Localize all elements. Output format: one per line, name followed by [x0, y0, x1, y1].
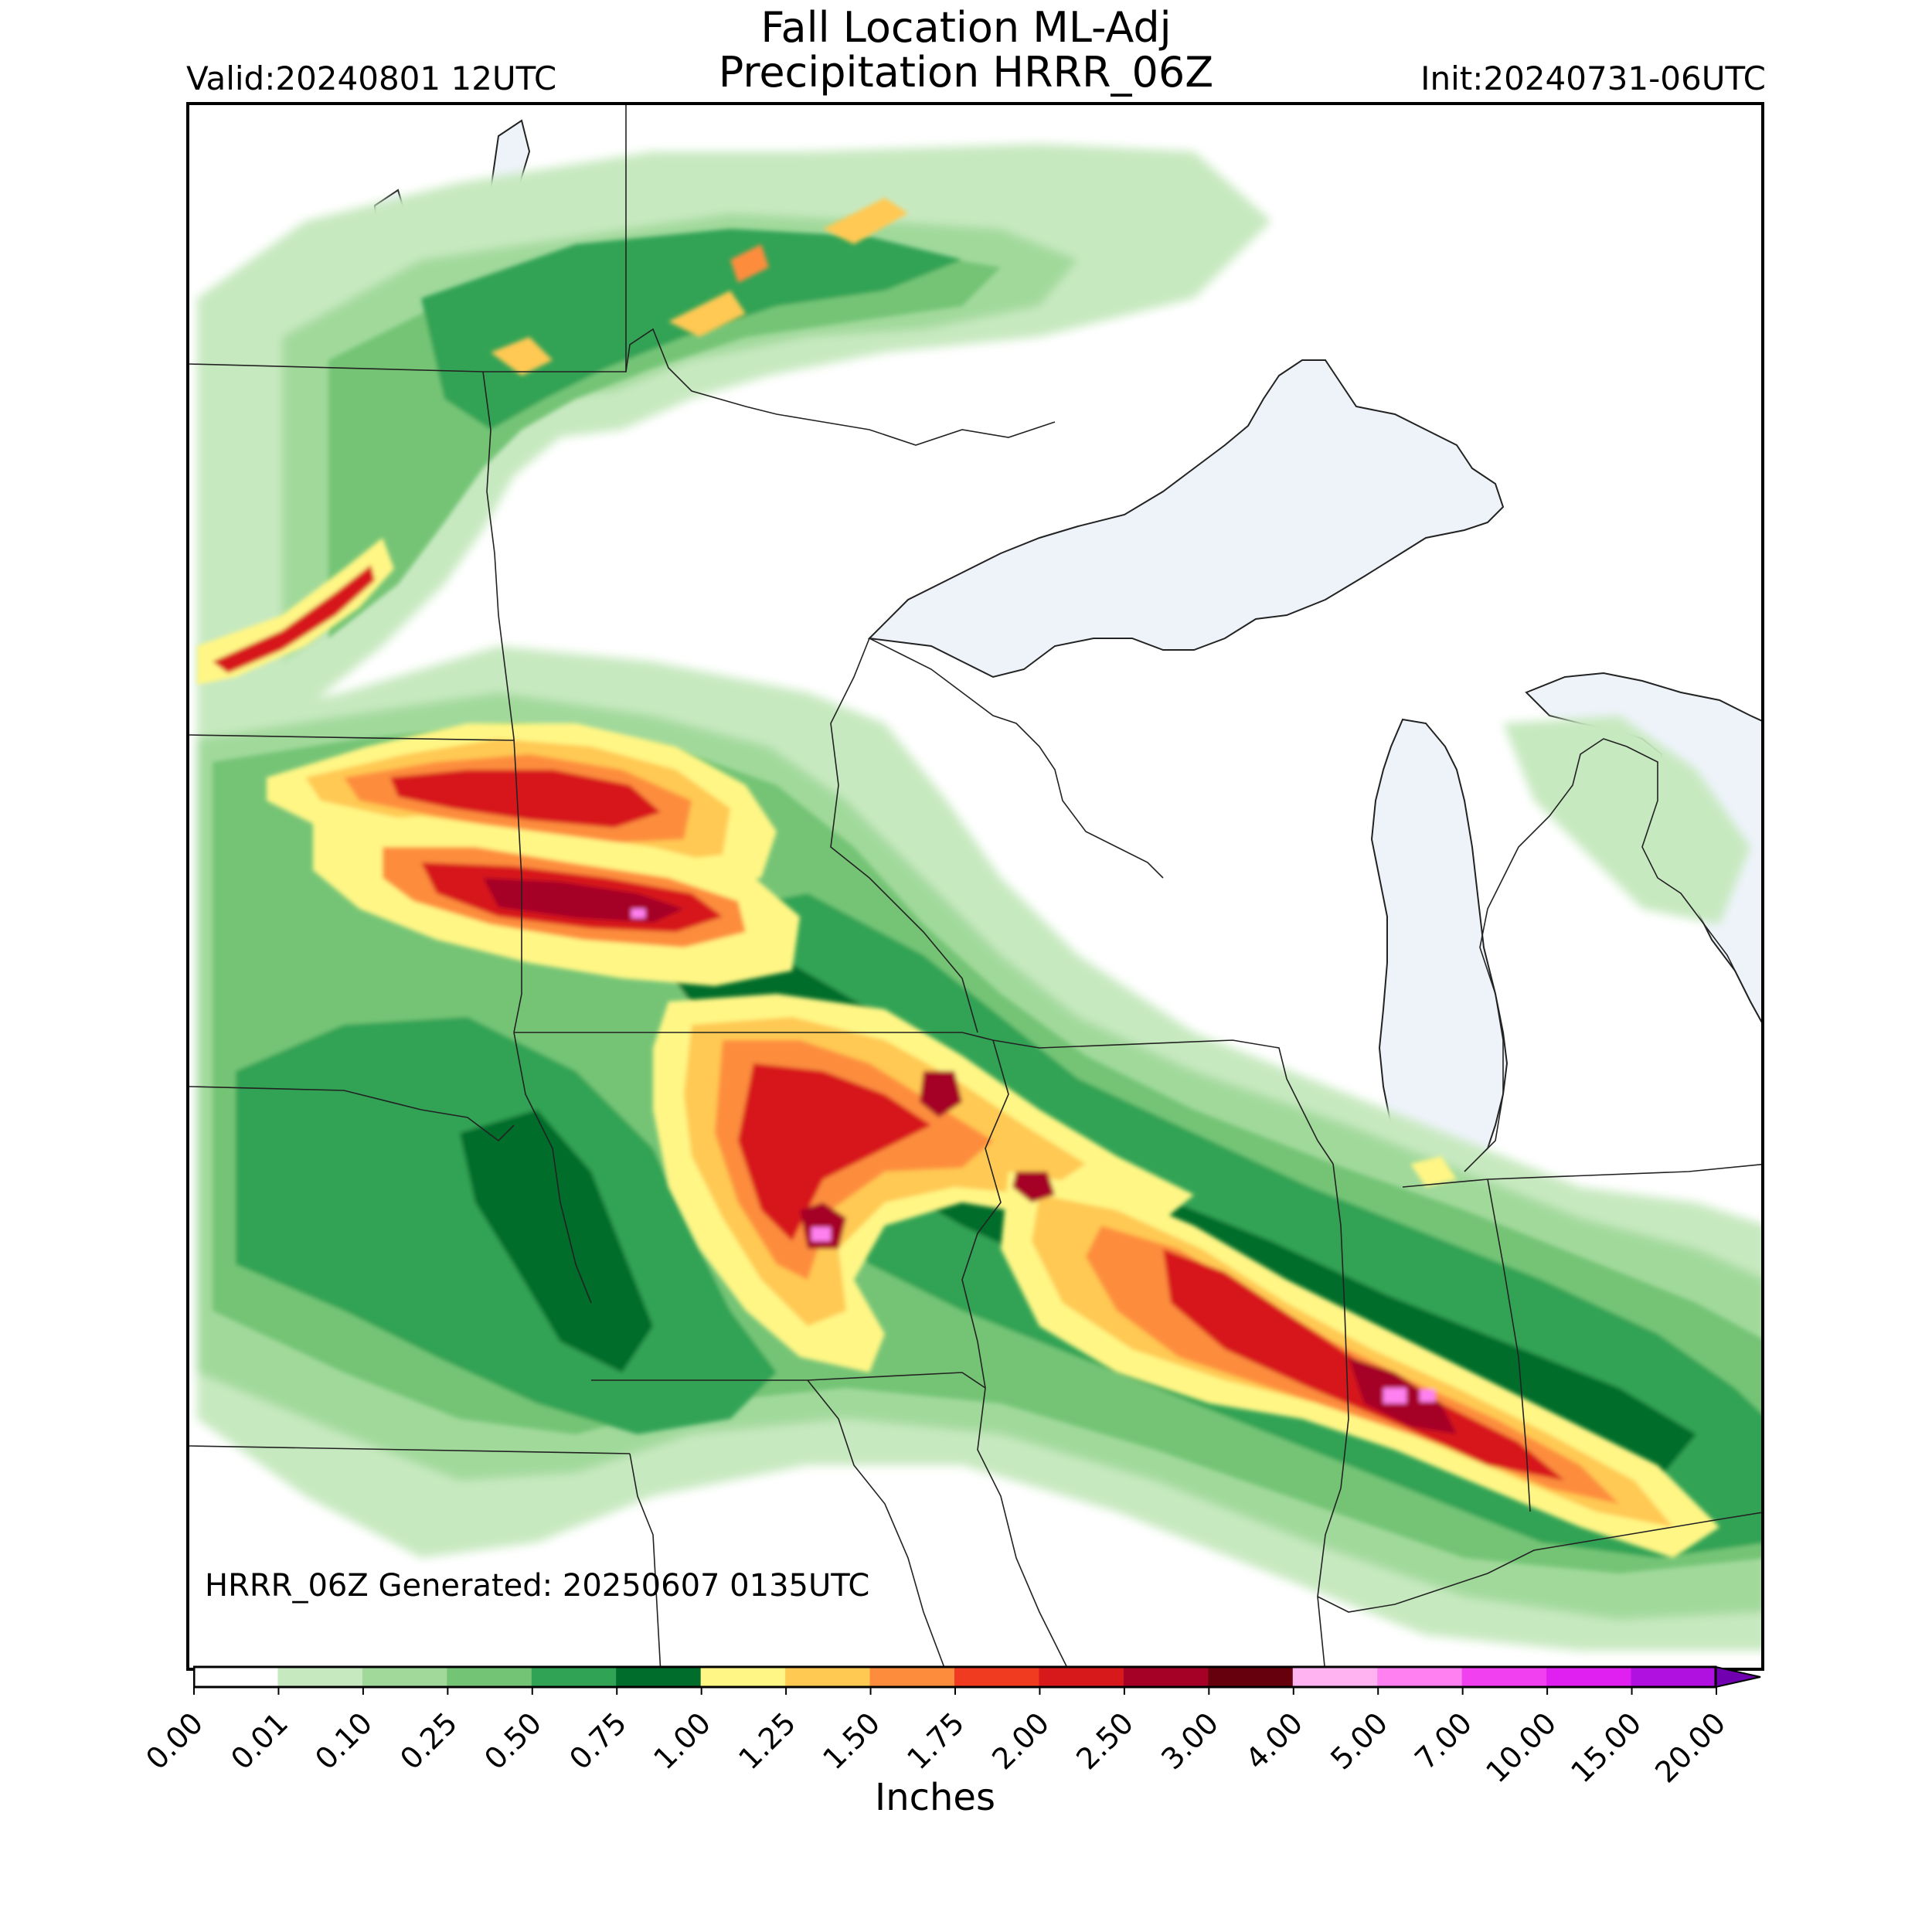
mo-ks-line [629, 1453, 662, 1668]
valid-time: Valid:20240801 12UTC [186, 60, 557, 97]
sd-ne-line [189, 1086, 515, 1142]
colorbar-tick-label: 0.50 [478, 1706, 549, 1777]
colorbar-tick-label: 2.50 [1070, 1706, 1141, 1777]
colorbar-segment [193, 1667, 278, 1687]
colorbar-segment [616, 1667, 702, 1687]
colorbar-segment [531, 1667, 617, 1687]
colorbar-segment [1123, 1667, 1209, 1687]
precipitation-map: HRRR_06Z Generated: 20250607 0135UTC [186, 102, 1764, 1671]
colorbar-tick-label: 1.00 [647, 1706, 718, 1777]
colorbar-segment [1631, 1667, 1716, 1687]
colorbar-tick-label: 1.25 [731, 1706, 802, 1777]
michigan-outline [1464, 738, 1761, 1172]
colorbar-segment [1208, 1667, 1294, 1687]
mn-ia-line [514, 1032, 994, 1041]
colorbar-tick-label: 10.00 [1479, 1706, 1563, 1790]
colorbar-tick-label: 15.00 [1564, 1706, 1648, 1790]
ia-mo-line [591, 1372, 986, 1389]
mn-wi-line [830, 638, 978, 1033]
colorbar-segment [1039, 1667, 1124, 1687]
title-line-2: Precipitation HRRR_06Z [718, 48, 1214, 97]
map-canvas [189, 105, 1761, 1668]
wi-mi-up-line [869, 638, 1164, 879]
colorbar-segment [785, 1667, 871, 1687]
mo-river [807, 1379, 945, 1668]
title-line-1: Fall Location ML-Adj [760, 3, 1172, 52]
colorbar-segment [447, 1667, 532, 1687]
sd-mn-line [513, 738, 522, 1033]
colorbar-segment [869, 1667, 955, 1687]
colorbar-segment [1377, 1667, 1463, 1687]
ia-il-river [961, 1039, 1068, 1668]
colorbar-tick-label: 1.75 [900, 1706, 971, 1777]
ohio-river [1317, 1512, 1761, 1613]
political-borders [189, 105, 1761, 1668]
us-canada-border [189, 328, 1056, 446]
colorbar-tick-label: 2.00 [985, 1706, 1056, 1777]
colorbar-label: Inches [875, 1776, 995, 1819]
colorbar-tick-label: 4.00 [1239, 1706, 1310, 1777]
colorbar-tick-label: 3.00 [1154, 1706, 1225, 1777]
in-oh-line [1487, 1179, 1531, 1512]
colorbar-tick-label: 0.00 [139, 1706, 210, 1777]
colorbar-segment [1292, 1667, 1378, 1687]
colorbar [193, 1665, 1761, 1695]
colorbar-tick-label: 5.00 [1323, 1706, 1394, 1777]
colorbar-segment [362, 1667, 447, 1687]
colorbar-tick-label: 0.75 [562, 1706, 633, 1777]
nd-sd-line [189, 734, 515, 741]
colorbar-segment [1546, 1667, 1632, 1687]
colorbar-segment [277, 1667, 363, 1687]
generated-note: HRRR_06Z Generated: 20250607 0135UTC [205, 1568, 870, 1604]
colorbar-segment [1461, 1667, 1547, 1687]
mi-in-line [1402, 1163, 1761, 1188]
wi-il-line [992, 1039, 1334, 1165]
lake-superior [867, 359, 1505, 679]
colorbar-tick-label: 0.01 [224, 1706, 295, 1777]
colorbar-tick-label: 7.00 [1408, 1706, 1479, 1777]
colorbar-tick-label: 0.25 [393, 1706, 464, 1777]
nd-mn-line [482, 371, 515, 740]
sd-ia-line [513, 1032, 592, 1304]
colorbar-tick-label: 20.00 [1648, 1706, 1733, 1790]
colorbar-segment [954, 1667, 1039, 1687]
il-in-line [1317, 1163, 1349, 1668]
colorbar-segment [700, 1667, 786, 1687]
colorbar-extend-arrow [1715, 1665, 1761, 1689]
colorbar-tick-label: 1.50 [816, 1706, 887, 1777]
init-time: Init:20240731-06UTC [1420, 60, 1766, 97]
colorbar-tick-label: 0.10 [308, 1706, 379, 1777]
ne-ks-line [189, 1445, 631, 1454]
